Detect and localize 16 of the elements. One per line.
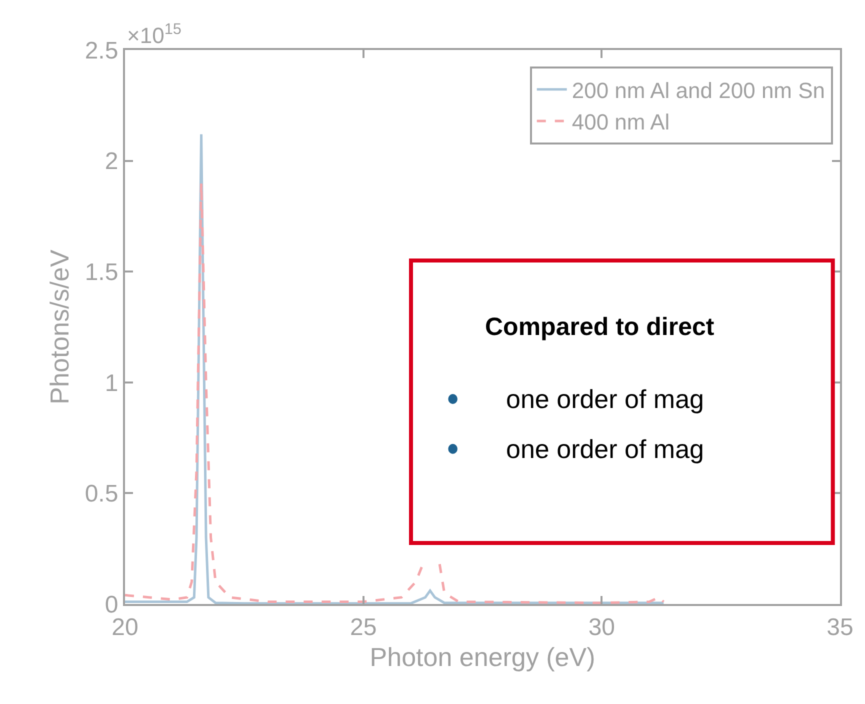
y-tick-label: 1.5: [84, 259, 118, 286]
x-axis-title: Photon energy (eV): [370, 642, 596, 672]
y-tick-label: 2: [104, 148, 118, 176]
y-axis-title: Photons/s/eV: [44, 249, 75, 404]
x-tick-label: 25: [350, 614, 377, 641]
y-tick-label: 0.5: [84, 480, 118, 508]
annotation: one order of mag: [506, 384, 704, 414]
text: ×10$^{15}$: [127, 21, 182, 48]
y-tick-label: 1: [104, 370, 118, 397]
y-tick-label: 2.5: [84, 37, 118, 64]
annotation: one order of mag: [506, 434, 704, 464]
x-tick-label: 30: [588, 614, 616, 641]
annotation: Compared to direct: [485, 313, 715, 341]
legend-label: 200 nm Al and 200 nm Sn: [572, 78, 826, 103]
legend-label: 400 nm Al: [572, 110, 670, 135]
x-tick-label: 35: [826, 614, 854, 641]
